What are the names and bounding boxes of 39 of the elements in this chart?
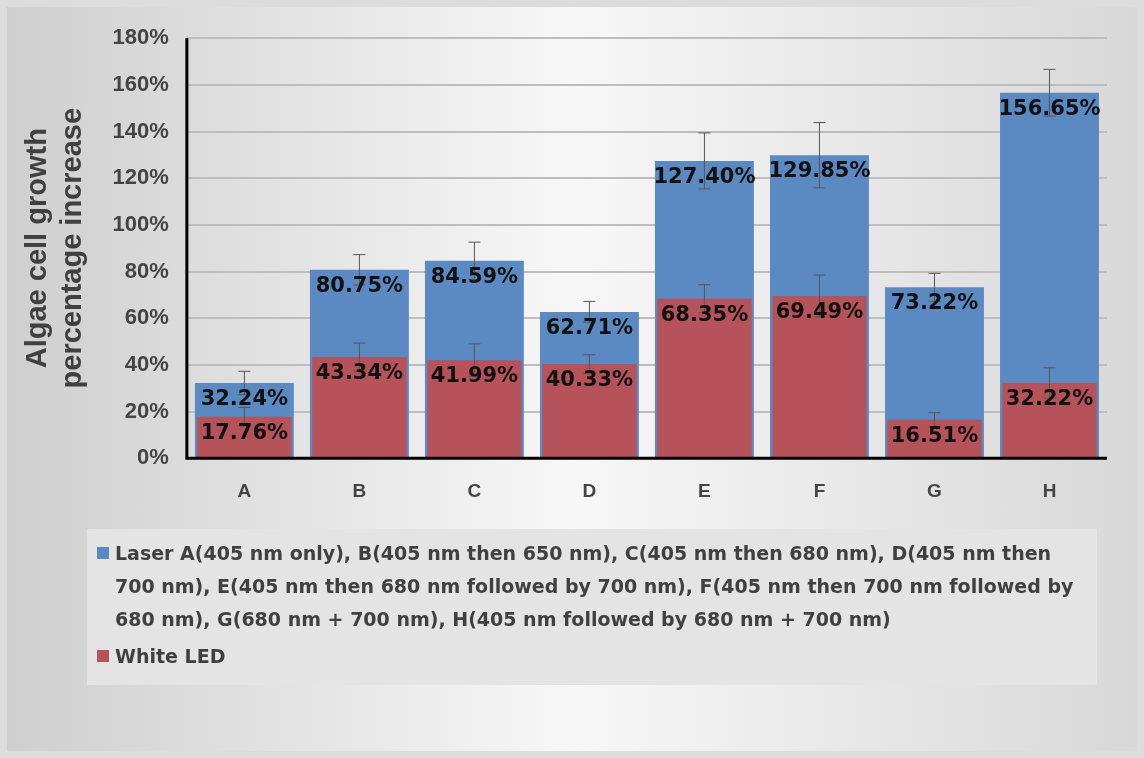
bar [1002, 383, 1097, 458]
data-label: 16.51% [890, 422, 979, 447]
data-label: 41.99% [430, 363, 519, 388]
x-tick-label: E [698, 479, 711, 501]
y-tick-label: 140% [112, 117, 169, 143]
y-tick-label: 160% [112, 70, 169, 96]
y-tick-label: 60% [124, 304, 169, 330]
bar [772, 296, 867, 458]
data-label: 84.59% [430, 263, 519, 288]
x-tick-label: H [1042, 479, 1057, 501]
legend-label: Laser A(405 nm only), B(405 nm then 650 nm), C(405 nm then 680 nm), D(405 nm then 700 nm), E(405 nm then 680 nm followed by 700 nm), F(405 nm then 700 nm followed by 680 nm), G(680 nm + 700 nm), H(405 nm followed by 680 nm + 700 nm) [115, 541, 1075, 632]
bar [427, 360, 522, 458]
data-label: 43.34% [315, 360, 404, 385]
y-tick-label: 40% [124, 350, 169, 376]
bar [542, 364, 637, 458]
y-axis-title: Algae cell growth percentage increase [20, 107, 88, 389]
data-label: 80.75% [315, 272, 404, 297]
y-tick-label: 100% [112, 210, 169, 236]
data-label: 68.35% [660, 301, 749, 326]
x-tick-label: A [237, 479, 252, 501]
x-tick-label: C [467, 479, 482, 501]
y-tick-label: 180% [112, 24, 169, 50]
data-label: 62.71% [545, 314, 634, 339]
legend-label: White LED [115, 644, 226, 669]
x-tick-label: G [927, 479, 942, 501]
bar [312, 357, 407, 458]
data-label: 73.22% [890, 290, 979, 315]
data-label: 40.33% [545, 367, 634, 392]
x-tick-label: F [813, 479, 826, 501]
data-label: 32.24% [200, 385, 289, 410]
x-tick-label: D [582, 479, 597, 501]
x-tick-label: B [352, 479, 367, 501]
data-label: 32.22% [1005, 385, 1094, 410]
data-label: 17.76% [200, 419, 289, 444]
y-tick-label: 0% [137, 444, 169, 470]
y-tick-label: 20% [124, 397, 169, 423]
bar [657, 298, 752, 458]
y-tick-label: 80% [124, 257, 169, 283]
y-tick-label: 120% [112, 164, 169, 190]
